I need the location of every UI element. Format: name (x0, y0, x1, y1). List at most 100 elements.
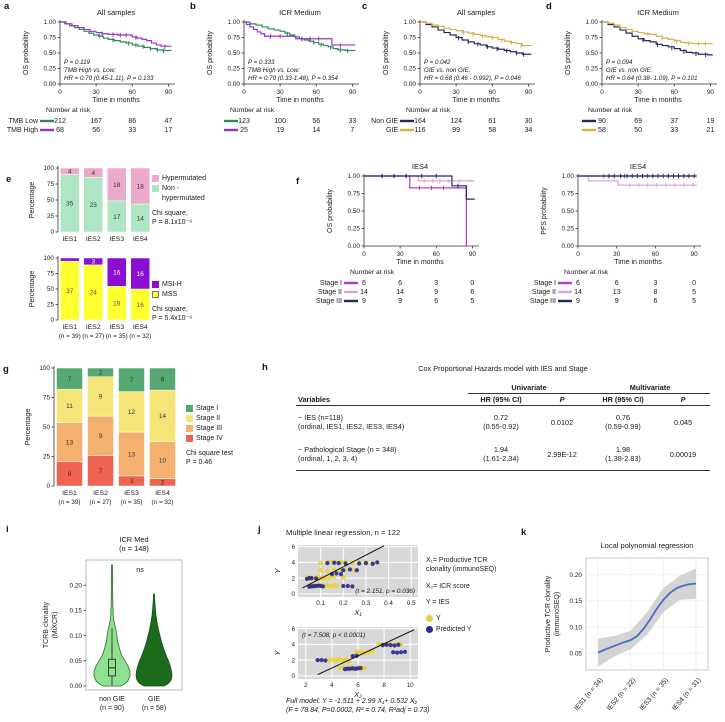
svg-text:4: 4 (68, 169, 72, 176)
table-row-stage: ~ Pathological Stage (n = 348) (ordinal, … (296, 438, 711, 471)
svg-text:0.4: 0.4 (384, 600, 393, 607)
svg-text:HR = 0.70 (0.33-1.48), P = 0.: HR = 0.70 (0.33-1.48), P = 0.354 (248, 75, 338, 82)
regression-title: Multiple linear regression, n = 122 (286, 528, 401, 537)
stage4-swatch (186, 435, 193, 443)
svg-text:HR = 0.64 (0.38- 1.09), P =: HR = 0.64 (0.38- 1.09), P = 0.101 (606, 75, 698, 82)
svg-text:6: 6 (291, 544, 295, 551)
panel-h-label: h (262, 362, 268, 373)
svg-text:(n = 58): (n = 58) (142, 705, 166, 712)
svg-text:2: 2 (161, 480, 165, 487)
svg-text:6: 6 (434, 298, 438, 305)
svg-text:100: 100 (274, 118, 286, 125)
svg-text:OS probability: OS probability (565, 31, 572, 75)
predicted-y-marker-icon (426, 625, 433, 633)
svg-text:18: 18 (113, 182, 121, 189)
svg-text:212: 212 (54, 118, 66, 125)
svg-text:11: 11 (66, 403, 73, 410)
svg-text:50: 50 (634, 127, 642, 134)
svg-text:0: 0 (291, 673, 295, 680)
svg-text:30: 30 (524, 118, 532, 125)
svg-text:P = 0.119: P = 0.119 (64, 59, 91, 66)
svg-text:GIE: GIE (386, 127, 398, 134)
svg-text:0.25: 0.25 (348, 226, 361, 233)
svg-text:90: 90 (707, 89, 715, 96)
svg-text:5: 5 (692, 298, 696, 305)
panel-i-label: i (6, 524, 9, 535)
svg-text:8: 8 (68, 471, 72, 478)
svg-text:GIE vs. non GIE:: GIE vs. non GIE: (424, 67, 471, 74)
table-row-ies: ~ IES (n=118) (ordinal, IES1, IES2, IES3,… (298, 413, 693, 431)
legend-label: hypermutated (162, 195, 205, 203)
svg-text:12: 12 (128, 409, 136, 416)
svg-text:60: 60 (652, 251, 660, 258)
msi-legend: MSI-H MSS Chi square, P = 5.4x10⁻⁶ (152, 280, 230, 323)
cox-table: Cox Proportional Hazards model with IES … (296, 364, 711, 471)
svg-text:0.25: 0.25 (228, 66, 241, 73)
svg-text:19: 19 (276, 127, 284, 134)
svg-text:9: 9 (362, 298, 366, 305)
panel-e-label: e (6, 174, 12, 185)
svg-text:Number at risk: Number at risk (230, 107, 275, 114)
svg-text:16: 16 (113, 269, 121, 276)
svg-text:1.00: 1.00 (586, 19, 599, 26)
svg-text:non GIE: non GIE (99, 696, 125, 703)
stage1-swatch (186, 405, 193, 413)
svg-text:86: 86 (128, 118, 136, 125)
svg-text:0: 0 (58, 89, 62, 96)
km-chart-icr-medium-gie: ICR Medium OS probability 0.00 0.25 0.50 0.75… (565, 8, 717, 134)
svg-text:14: 14 (159, 413, 167, 420)
svg-text:0: 0 (576, 251, 580, 258)
svg-text:0.05: 0.05 (570, 650, 583, 657)
svg-text:34: 34 (524, 127, 532, 134)
svg-text:IES4: IES4 (133, 324, 148, 331)
svg-text:30: 30 (277, 89, 285, 96)
svg-text:Percentage: Percentage (23, 409, 32, 446)
svg-text:0: 0 (50, 229, 54, 236)
svg-text:ns: ns (136, 567, 144, 574)
panel-d-label: d (546, 1, 552, 12)
svg-text:TMB Low: TMB Low (8, 118, 39, 125)
svg-text:4: 4 (330, 682, 334, 689)
svg-text:5: 5 (692, 289, 696, 296)
svg-text:0: 0 (50, 317, 54, 324)
svg-text:Time in months: Time in months (634, 97, 682, 104)
svg-text:6: 6 (161, 376, 165, 383)
svg-text:0.50: 0.50 (44, 50, 57, 57)
svg-text:2: 2 (291, 657, 295, 664)
svg-text:0.50: 0.50 (586, 50, 599, 57)
km-chart-ies4-os: IES4 OS probability 0.00 0.25 0.50 0.75 1.00 0 3… (316, 162, 479, 305)
svg-text:Y: Y (273, 568, 282, 574)
svg-text:17: 17 (113, 214, 121, 221)
svg-text:14: 14 (574, 289, 582, 296)
mss-swatch (152, 291, 159, 299)
svg-text:0.00: 0.00 (586, 81, 599, 88)
svg-text:GIE vs. non GIE:: GIE vs. non GIE: (606, 67, 653, 74)
svg-text:0.15: 0.15 (70, 608, 83, 615)
svg-text:Time in months: Time in months (276, 97, 324, 104)
svg-text:19: 19 (706, 118, 714, 125)
km-chart-icr-medium-tmb: ICR Medium OS probability 0.00 0.25 0.50 0.75… (207, 8, 359, 134)
hypermutation-legend: Hypermutated Non - hypermutated Chi squa… (152, 174, 230, 227)
svg-text:167: 167 (90, 118, 102, 125)
svg-text:60: 60 (433, 251, 441, 258)
svg-text:30: 30 (453, 89, 461, 96)
svg-text:61: 61 (488, 118, 496, 125)
svg-text:6: 6 (653, 298, 657, 305)
svg-text:0: 0 (692, 280, 696, 287)
svg-text:17: 17 (164, 127, 172, 134)
svg-text:25: 25 (47, 302, 55, 309)
svg-text:(n = 32): (n = 32) (129, 333, 151, 340)
svg-text:IES4: IES4 (155, 490, 170, 497)
svg-text:(immunoSEQ): (immunoSEQ) (554, 592, 561, 636)
svg-text:9: 9 (615, 298, 619, 305)
svg-text:0.75: 0.75 (562, 191, 575, 198)
svg-text:0: 0 (291, 591, 295, 598)
svg-text:1.00: 1.00 (348, 173, 361, 180)
column-header-row: Variables HR (95% CI) P HR (95% CI) P (296, 393, 711, 406)
svg-text:IES1: IES1 (62, 324, 77, 331)
scatter-plot-x1: 0.1 0.2 0.3 0.4 0.5 0 2 4 6 X₁ Y (t = 2.151, p = 0.… (273, 544, 418, 617)
svg-text:TMB High: TMB High (7, 127, 38, 134)
svg-text:25: 25 (43, 454, 51, 461)
svg-text:90: 90 (469, 251, 477, 258)
